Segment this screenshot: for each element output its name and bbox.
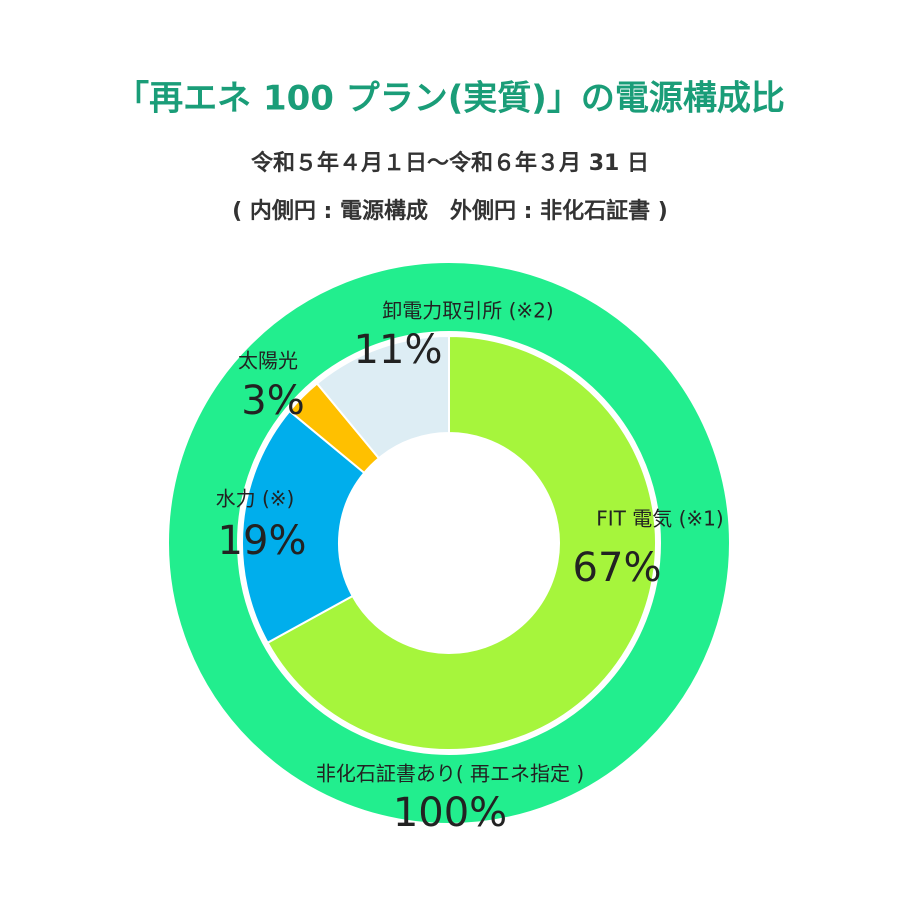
ring-label: 非化石証書あり( 再エネ指定 )	[316, 762, 584, 786]
segment-label: FIT 電気 (※1)	[596, 507, 723, 531]
outer-ring	[169, 263, 729, 823]
value-label: 67%	[573, 545, 662, 591]
segment-label: 卸電力取引所 (※2)	[382, 299, 553, 323]
subtitle: ( 内側円 : 電源構成 外側円 : 非化石証書 )	[232, 198, 668, 224]
donut-segment	[241, 409, 366, 645]
donut-segment	[266, 334, 657, 751]
value-label: 3%	[241, 378, 304, 424]
subtitle: 令和５年４月１日～令和６年３月 31 日	[251, 150, 649, 176]
donut-segment	[315, 334, 450, 460]
segment-label: 太陽光	[238, 349, 298, 373]
chart-title: 「再エネ 100 プラン(実質)」の電源構成比	[115, 79, 785, 119]
value-label: 11%	[354, 327, 443, 373]
value-label: 19%	[218, 518, 307, 564]
segment-label: 水力 (※)	[216, 487, 295, 511]
value-label: 100%	[393, 790, 507, 836]
